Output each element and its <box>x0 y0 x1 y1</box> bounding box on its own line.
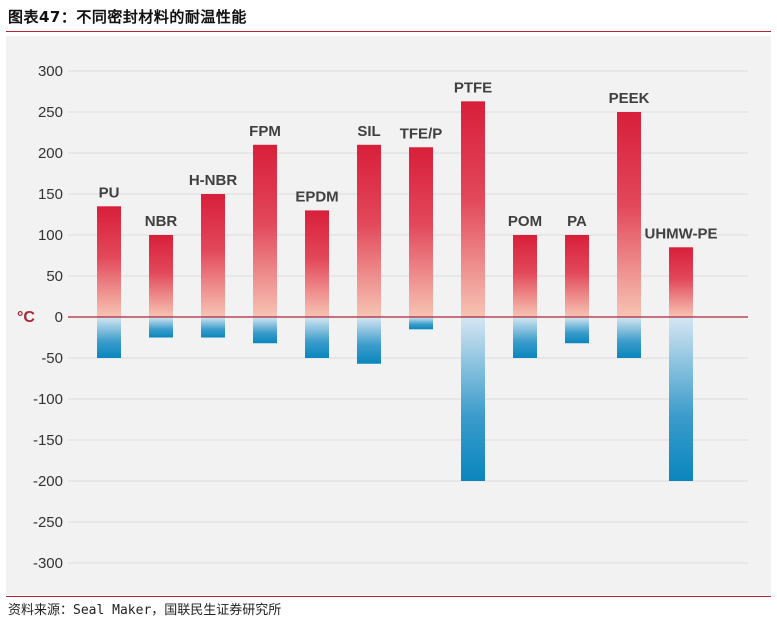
figure-title: 图表47：不同密封材料的耐温性能 <box>8 8 247 26</box>
chart-panel <box>6 36 771 595</box>
bar-max-temp <box>617 112 641 317</box>
y-tick-label: -100 <box>33 391 63 408</box>
bar-max-temp <box>305 210 329 317</box>
category-label: TFE/P <box>400 125 443 142</box>
y-tick-label: 150 <box>38 186 63 203</box>
y-tick-label: -300 <box>33 555 63 572</box>
category-label: PTFE <box>454 79 492 96</box>
y-tick-label: -250 <box>33 514 63 531</box>
bar-min-temp <box>253 317 277 344</box>
bar-max-temp <box>513 235 537 317</box>
y-unit-label: °C <box>17 309 35 326</box>
bar-min-temp <box>669 317 693 481</box>
bar-max-temp <box>149 235 173 317</box>
category-label: NBR <box>145 213 178 230</box>
category-label: POM <box>508 213 542 230</box>
source-note: 资料来源：Seal Maker，国联民生证券研究所 <box>8 603 282 618</box>
y-tick-label: -200 <box>33 473 63 490</box>
bar-max-temp <box>253 144 277 317</box>
y-tick-label: 0 <box>55 309 63 326</box>
y-tick-label: 200 <box>38 145 63 162</box>
y-tick-label: 300 <box>38 63 63 80</box>
bar-max-temp <box>669 247 693 317</box>
y-tick-label: -50 <box>41 350 63 367</box>
category-label: PA <box>567 213 587 230</box>
top-divider <box>6 31 771 32</box>
bar-min-temp <box>149 317 173 338</box>
category-label: FPM <box>249 123 281 140</box>
bar-min-temp <box>513 317 537 358</box>
bar-min-temp <box>97 317 121 358</box>
bar-min-temp <box>201 317 225 338</box>
bar-max-temp <box>201 194 225 317</box>
bar-min-temp <box>357 317 381 364</box>
y-tick-label: -150 <box>33 432 63 449</box>
y-tick-label: 100 <box>38 227 63 244</box>
category-label: EPDM <box>295 188 338 205</box>
bar-min-temp <box>305 317 329 358</box>
bar-min-temp <box>409 317 433 330</box>
category-label: PU <box>99 184 120 201</box>
category-label: UHMW-PE <box>644 225 717 242</box>
category-label: H-NBR <box>189 172 237 189</box>
bar-max-temp <box>357 144 381 317</box>
bottom-divider <box>6 596 771 597</box>
y-tick-label: 50 <box>46 268 63 285</box>
bar-max-temp <box>97 206 121 317</box>
bar-min-temp <box>565 317 589 344</box>
bar-max-temp <box>565 235 589 317</box>
bar-min-temp <box>617 317 641 358</box>
category-label: PEEK <box>609 90 650 107</box>
bar-max-temp <box>409 147 433 317</box>
category-label: SIL <box>357 123 380 140</box>
bar-max-temp <box>461 101 485 317</box>
bar-min-temp <box>461 317 485 481</box>
y-tick-label: 250 <box>38 104 63 121</box>
